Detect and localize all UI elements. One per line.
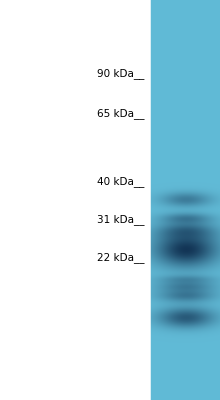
Text: 65 kDa__: 65 kDa__ xyxy=(97,108,144,120)
Text: 40 kDa__: 40 kDa__ xyxy=(97,176,144,188)
Text: 22 kDa__: 22 kDa__ xyxy=(97,252,144,264)
Text: 90 kDa__: 90 kDa__ xyxy=(97,68,144,80)
Text: 31 kDa__: 31 kDa__ xyxy=(97,214,144,225)
